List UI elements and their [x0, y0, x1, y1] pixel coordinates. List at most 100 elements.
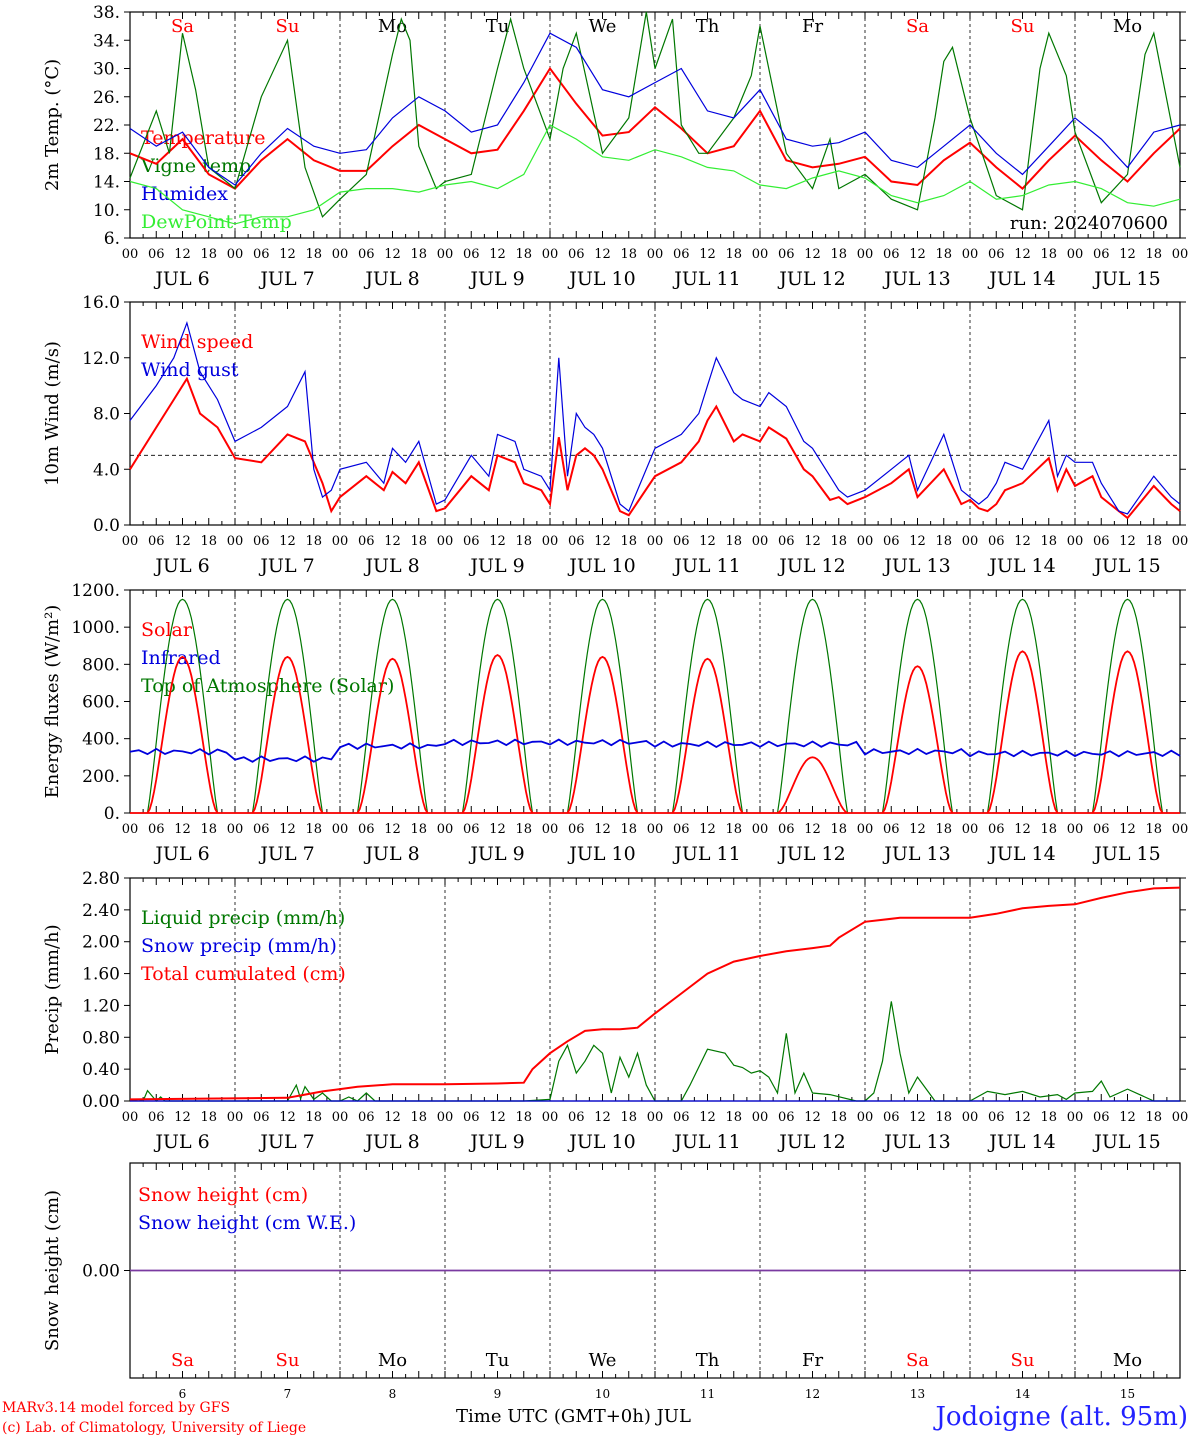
hour-tick-label: 06 — [988, 1110, 1005, 1125]
hour-tick-label: 18 — [410, 1110, 427, 1125]
hour-tick-label: 18 — [200, 822, 217, 837]
date-label: JUL 9 — [468, 268, 524, 290]
day-number: 13 — [910, 1387, 925, 1401]
hour-tick-label: 06 — [883, 1110, 900, 1125]
hour-tick-label: 06 — [253, 247, 270, 262]
series-wind-gust — [129, 320, 1181, 515]
y-axis-label: Precip (mm/h) — [42, 924, 63, 1054]
hour-tick-label: 12 — [699, 822, 716, 837]
hour-tick-label: 00 — [752, 534, 769, 549]
infrared-curve — [129, 738, 1181, 763]
hour-tick-label: 00 — [962, 534, 979, 549]
solar-curve — [777, 756, 848, 814]
hour-tick-label: 12 — [594, 822, 611, 837]
hour-tick-label: 06 — [253, 1110, 270, 1125]
hour-tick-label: 12 — [699, 247, 716, 262]
hour-tick-label: 12 — [909, 1110, 926, 1125]
date-label: JUL 15 — [1092, 1131, 1160, 1153]
weekday-label: Mo — [378, 1350, 407, 1371]
weekday-label: Mo — [378, 16, 407, 37]
legend-entry: Humidex — [141, 183, 228, 205]
hour-tick-label: 00 — [1067, 822, 1084, 837]
panel-1 — [124, 11, 1186, 239]
y-tick-label: 14. — [93, 173, 120, 193]
solar-curve — [146, 655, 219, 814]
series-wind-speed — [129, 376, 1181, 520]
hour-tick-label: 00 — [962, 247, 979, 262]
weekday-label: Mo — [1113, 16, 1142, 37]
day-number: 11 — [700, 1387, 715, 1401]
toa-curve — [356, 598, 429, 814]
hour-tick-label: 18 — [830, 534, 847, 549]
weekday-label: Tu — [486, 1350, 510, 1371]
hour-tick-label: 00 — [1067, 247, 1084, 262]
hour-tick-label: 12 — [1014, 1110, 1031, 1125]
hour-tick-label: 00 — [647, 822, 664, 837]
hour-tick-label: 12 — [174, 534, 191, 549]
y-tick-label: 0.80 — [82, 1028, 120, 1048]
series-vigne-temp — [129, 11, 1181, 218]
date-label: JUL 13 — [882, 268, 950, 290]
hour-tick-label: 18 — [305, 247, 322, 262]
hour-tick-label: 00 — [542, 822, 559, 837]
date-label: JUL 10 — [567, 268, 635, 290]
date-label: JUL 10 — [567, 843, 635, 865]
hour-tick-label: 00 — [332, 534, 349, 549]
date-label: JUL 9 — [468, 1131, 524, 1153]
hour-tick-label: 18 — [725, 247, 742, 262]
weekday-label: Th — [696, 1350, 720, 1371]
date-label: JUL 11 — [672, 555, 740, 577]
weekday-label: Fr — [802, 1350, 823, 1371]
y-tick-label: 22. — [93, 116, 120, 136]
hour-tick-label: 12 — [1119, 534, 1136, 549]
date-label: JUL 14 — [987, 843, 1055, 865]
hour-tick-label: 00 — [752, 1110, 769, 1125]
toa-curve — [566, 598, 639, 814]
date-label: JUL 6 — [153, 1131, 209, 1153]
y-tick-label: 1.60 — [82, 965, 120, 985]
day-number: 6 — [179, 1387, 187, 1401]
hour-tick-label: 00 — [437, 822, 454, 837]
hour-tick-label: 18 — [200, 534, 217, 549]
date-label: JUL 10 — [567, 1131, 635, 1153]
hour-tick-label: 00 — [647, 247, 664, 262]
date-label: JUL 13 — [882, 843, 950, 865]
hour-tick-label: 00 — [962, 822, 979, 837]
date-label: JUL 7 — [258, 268, 314, 290]
y-tick-label: 16.0 — [82, 293, 120, 313]
hour-tick-label: 12 — [279, 534, 296, 549]
hour-tick-label: 12 — [489, 247, 506, 262]
hour-tick-label: 12 — [489, 1110, 506, 1125]
hour-tick-label: 12 — [909, 822, 926, 837]
hour-tick-label: 06 — [778, 247, 795, 262]
hour-tick-label: 06 — [463, 1110, 480, 1125]
solar-curve — [251, 655, 324, 814]
hour-tick-label: 12 — [1014, 822, 1031, 837]
weekday-label: Sa — [906, 1350, 929, 1371]
hour-tick-label: 12 — [909, 247, 926, 262]
weekday-label: Th — [696, 16, 720, 37]
hour-tick-label: 12 — [594, 534, 611, 549]
day-number: 10 — [595, 1387, 610, 1401]
hour-tick-label: 12 — [1119, 1110, 1136, 1125]
hour-tick-label: 12 — [384, 1110, 401, 1125]
hour-tick-label: 06 — [253, 534, 270, 549]
weekday-label: We — [589, 16, 617, 37]
hour-tick-label: 12 — [174, 247, 191, 262]
hour-tick-label: 06 — [988, 534, 1005, 549]
y-axis-label: Snow height (cm) — [42, 1190, 63, 1351]
hour-tick-label: 18 — [620, 1110, 637, 1125]
date-label: JUL 11 — [672, 1131, 740, 1153]
legend-entry: Liquid precip (mm/h) — [141, 907, 345, 929]
day-number: 9 — [494, 1387, 502, 1401]
y-axis-label: 2m Temp. (°C) — [42, 59, 63, 191]
hour-tick-label: 18 — [200, 247, 217, 262]
date-label: JUL 15 — [1092, 843, 1160, 865]
hour-tick-label: 06 — [358, 1110, 375, 1125]
hour-tick-label: 06 — [148, 247, 165, 262]
hour-tick-label: 12 — [384, 247, 401, 262]
hour-tick-label: 18 — [830, 247, 847, 262]
hour-tick-label: 06 — [568, 534, 585, 549]
hour-tick-label: 00 — [227, 822, 244, 837]
y-tick-label: 12.0 — [82, 349, 120, 369]
